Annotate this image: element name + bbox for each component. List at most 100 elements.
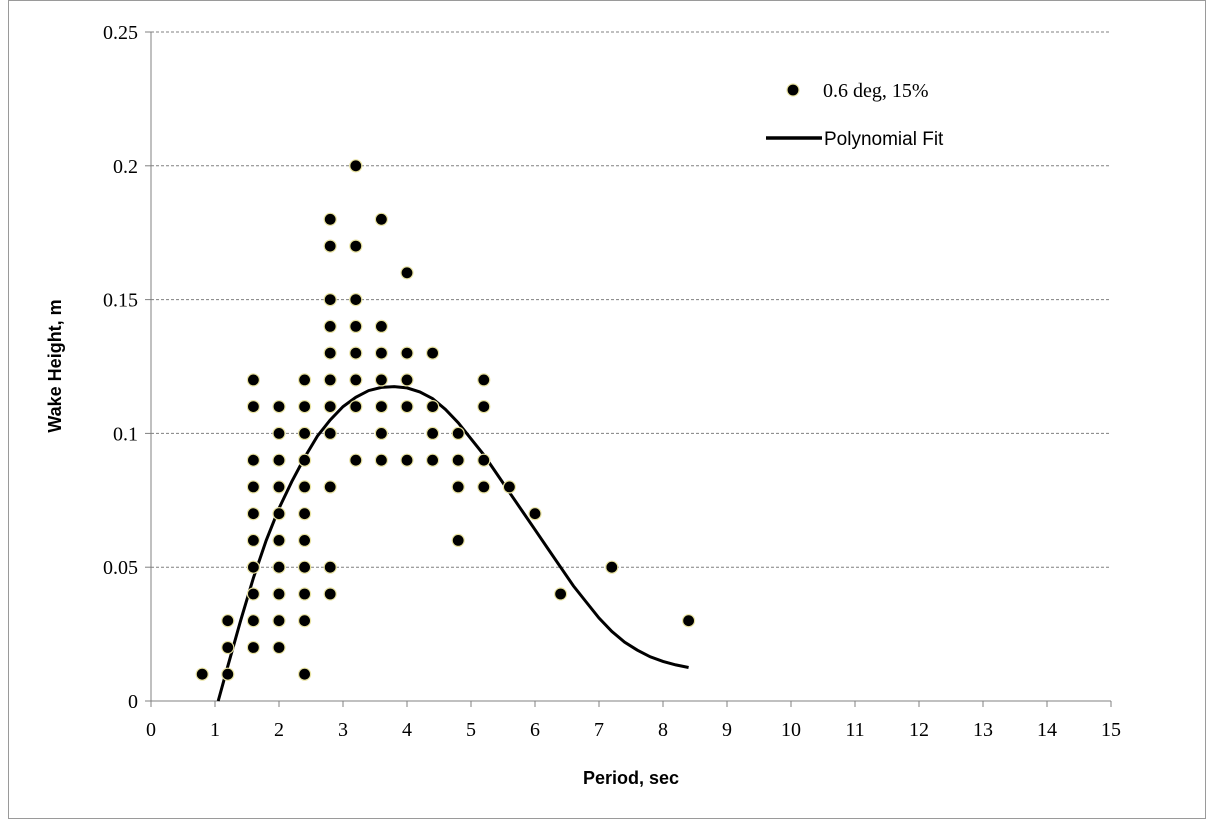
scatter-point bbox=[528, 507, 542, 521]
scatter-point bbox=[298, 533, 312, 548]
scatter-point bbox=[349, 400, 363, 414]
tick-labels: 00.050.10.150.20.250 1 2 3 4 5 6 7 8 9 10 11 12 13 14 1… bbox=[103, 22, 1121, 741]
scatter-point bbox=[298, 480, 312, 494]
y-tick-label: 0.2 bbox=[113, 156, 138, 178]
scatter-point bbox=[374, 400, 388, 414]
scatter-point bbox=[323, 239, 337, 253]
scatter-point bbox=[246, 373, 260, 387]
scatter-point bbox=[605, 560, 619, 574]
scatter-point bbox=[323, 346, 337, 360]
x-tick-label: 10 bbox=[781, 719, 801, 741]
scatter-point bbox=[451, 480, 465, 494]
scatter-point bbox=[323, 293, 337, 307]
scatter-point bbox=[272, 587, 286, 601]
scatter-point bbox=[298, 560, 312, 574]
x-tick-label: 14 bbox=[1037, 719, 1057, 741]
scatter-point bbox=[246, 640, 260, 655]
scatter-point bbox=[298, 373, 312, 387]
scatter-point bbox=[426, 400, 440, 414]
scatter-point bbox=[298, 667, 312, 681]
scatter-point bbox=[349, 239, 363, 253]
polynomial-fit-line bbox=[216, 385, 689, 702]
scatter-point bbox=[502, 480, 516, 494]
scatter-point bbox=[400, 453, 414, 467]
x-tick-label: 5 bbox=[466, 719, 476, 741]
scatter-point bbox=[400, 346, 414, 360]
scatter-point bbox=[426, 346, 440, 360]
scatter-point bbox=[400, 266, 414, 280]
scatter-point bbox=[272, 533, 286, 548]
scatter-point bbox=[272, 480, 286, 494]
scatter-point bbox=[374, 453, 388, 467]
scatter-point bbox=[349, 373, 363, 387]
scatter-point bbox=[272, 560, 286, 574]
y-tick-label: 0.25 bbox=[103, 22, 138, 44]
scatter-point bbox=[374, 319, 388, 333]
scatter-point bbox=[374, 373, 388, 387]
scatter-point bbox=[349, 159, 363, 173]
scatter-point bbox=[246, 560, 260, 574]
scatter-point bbox=[349, 319, 363, 333]
y-tick-label: 0 bbox=[128, 691, 138, 713]
scatter-point bbox=[374, 212, 388, 226]
scatter-point bbox=[195, 667, 209, 681]
legend-marker-scatter bbox=[786, 83, 800, 97]
scatter-point bbox=[246, 507, 260, 521]
scatter-point bbox=[477, 373, 491, 387]
scatter-point bbox=[298, 426, 312, 440]
scatter-point bbox=[246, 614, 260, 628]
scatter-point bbox=[681, 614, 696, 628]
scatter-point bbox=[246, 533, 260, 548]
scatter-point bbox=[400, 373, 414, 387]
scatter-point bbox=[426, 453, 440, 467]
scatter-point bbox=[323, 480, 337, 494]
scatter-point bbox=[349, 346, 363, 360]
scatter-point bbox=[272, 507, 286, 521]
legend: 0.6 deg, 15% Polynomial Fit bbox=[766, 80, 944, 150]
scatter-point bbox=[323, 426, 337, 440]
scatter-point bbox=[246, 453, 260, 467]
scatter-point bbox=[246, 587, 260, 601]
scatter-point bbox=[374, 426, 388, 440]
scatter-point bbox=[272, 400, 286, 414]
scatter-point bbox=[349, 453, 363, 467]
scatter-point bbox=[323, 587, 337, 601]
y-tick-label: 0.15 bbox=[103, 290, 138, 312]
x-tick-label: 9 bbox=[722, 719, 732, 741]
scatter-point bbox=[246, 400, 260, 414]
x-tick-label: 8 bbox=[658, 719, 668, 741]
scatter-point bbox=[349, 293, 363, 307]
scatter-point bbox=[323, 319, 337, 333]
x-tick-label: 11 bbox=[845, 719, 864, 741]
x-tick-label: 2 bbox=[274, 719, 284, 741]
x-tick-label: 12 bbox=[909, 719, 929, 741]
scatter-point bbox=[298, 400, 312, 414]
y-tick-label: 0.05 bbox=[103, 557, 138, 579]
scatter-point bbox=[272, 453, 286, 467]
scatter-point bbox=[451, 533, 465, 548]
scatter-point bbox=[477, 480, 491, 494]
x-tick-label: 7 bbox=[594, 719, 604, 741]
grid-lines bbox=[151, 31, 1111, 568]
scatter-point bbox=[323, 560, 337, 574]
scatter-point bbox=[426, 426, 440, 440]
scatter-point bbox=[553, 587, 568, 601]
axes bbox=[145, 31, 1112, 707]
scatter-point bbox=[451, 453, 465, 467]
chart-frame bbox=[8, 0, 1206, 819]
scatter-point bbox=[272, 426, 286, 440]
scatter-point bbox=[477, 400, 491, 414]
scatter-point bbox=[221, 667, 235, 681]
scatter-point bbox=[477, 453, 491, 467]
scatter-point bbox=[298, 614, 312, 628]
scatter-point bbox=[400, 400, 414, 414]
scatter-point bbox=[323, 373, 337, 387]
scatter-point bbox=[298, 507, 312, 521]
scatter-point bbox=[323, 400, 337, 414]
scatter-point bbox=[221, 614, 235, 628]
scatter-point bbox=[272, 640, 286, 655]
legend-label-fit: Polynomial Fit bbox=[824, 129, 944, 150]
x-tick-label: 0 bbox=[146, 719, 156, 741]
scatter-point bbox=[221, 640, 235, 655]
